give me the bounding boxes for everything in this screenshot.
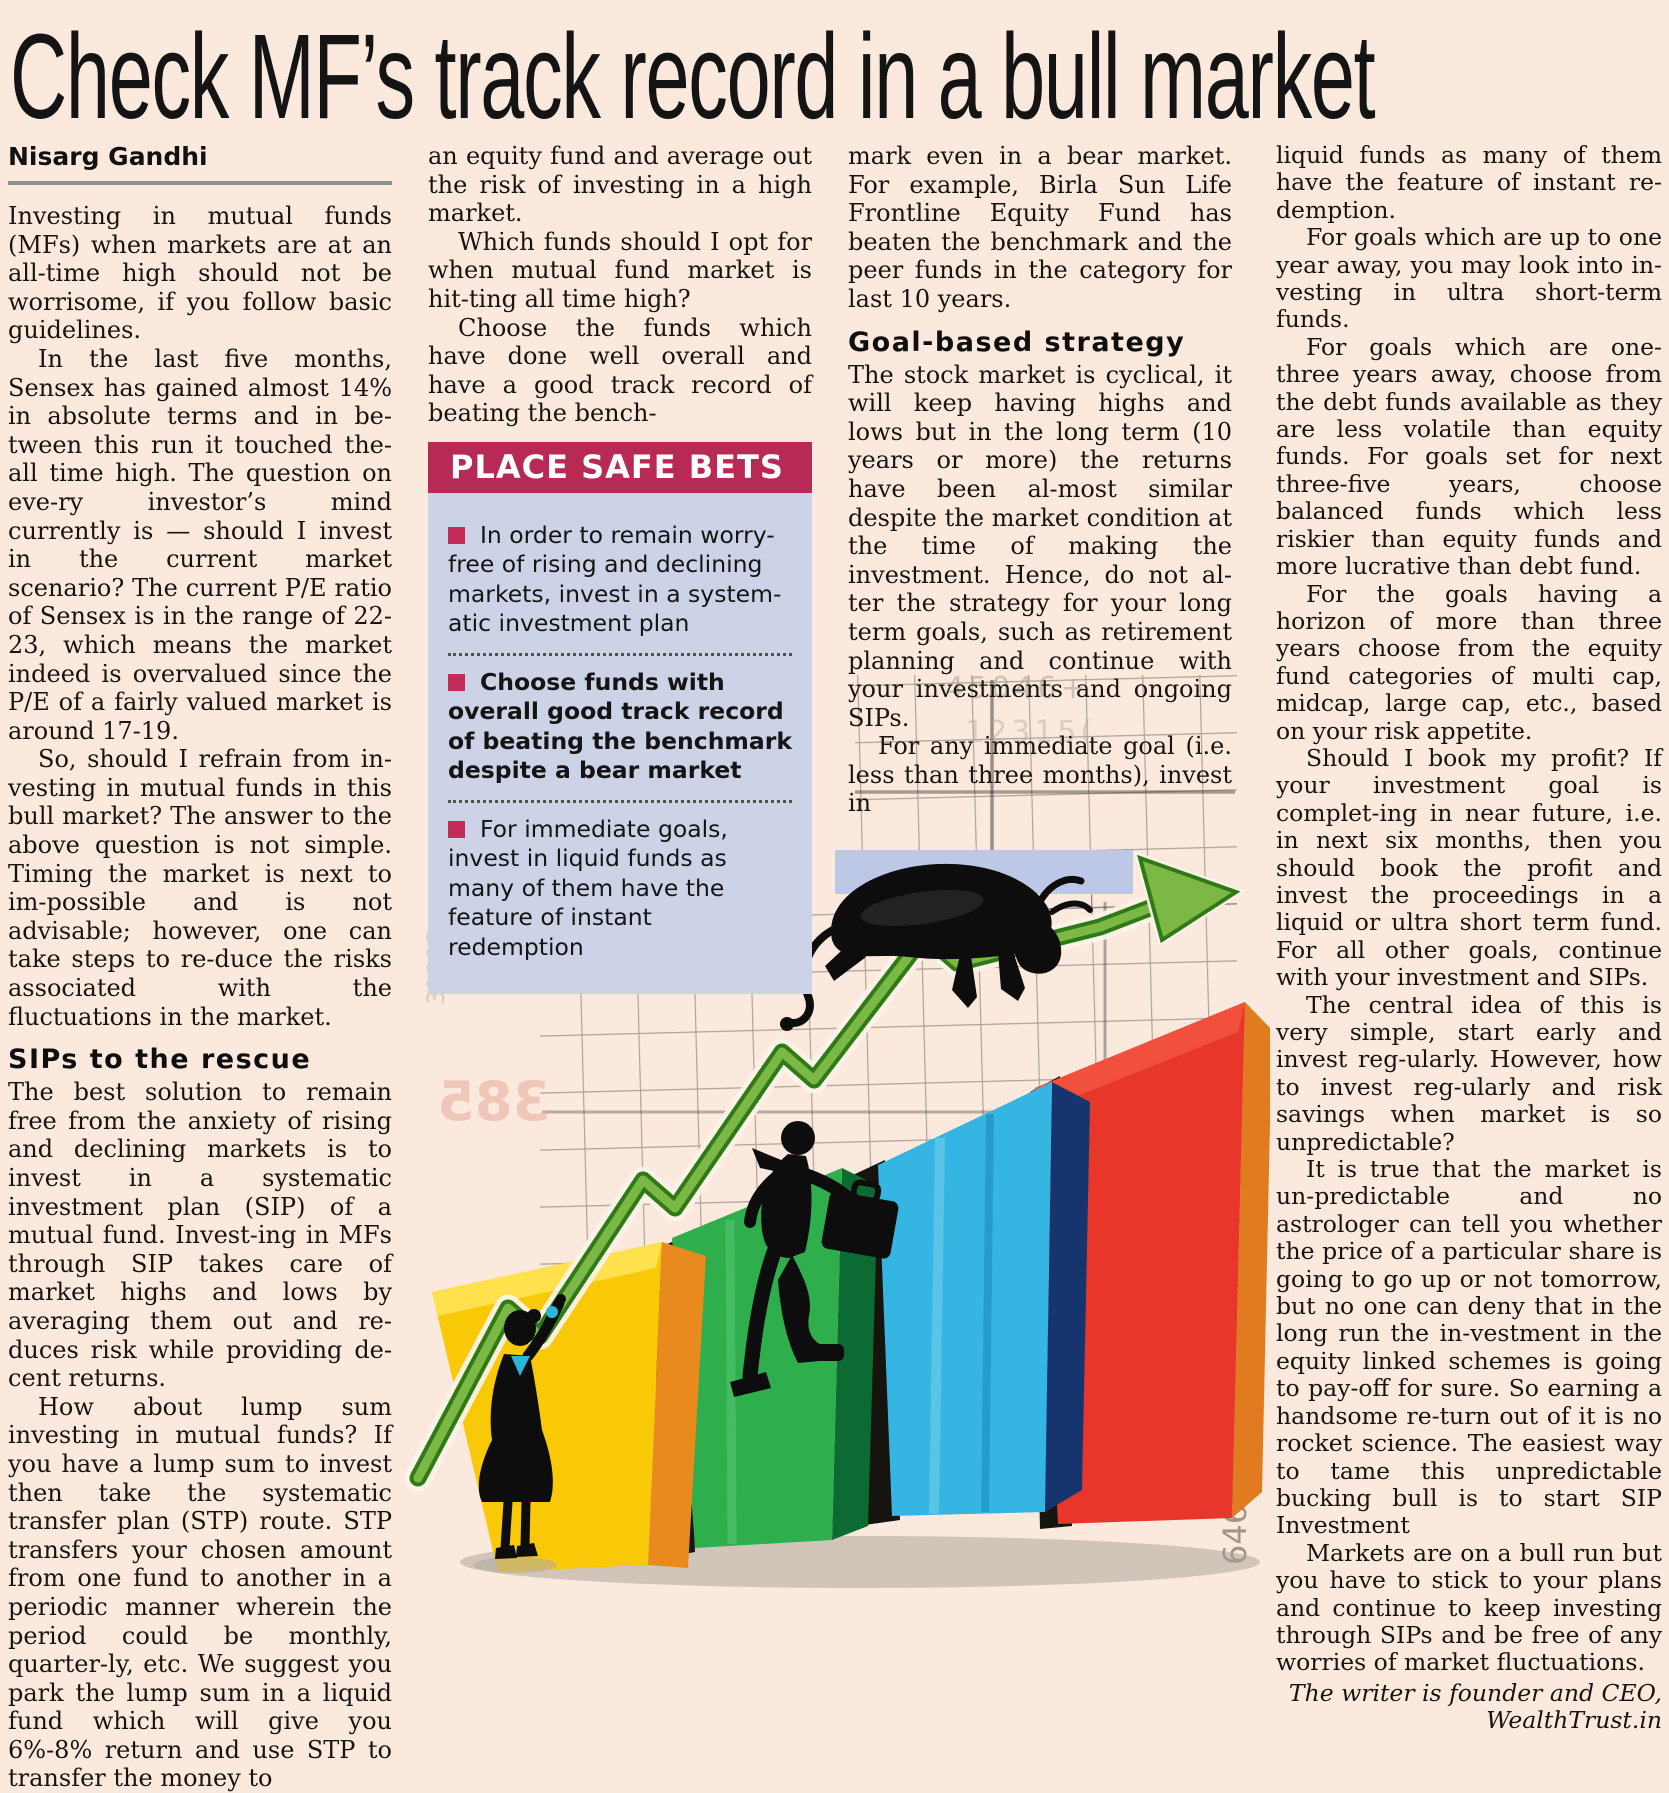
- paragraph: Markets are on a bull run but you have t…: [1276, 1538, 1662, 1677]
- paragraph: Investing in mutual funds (MFs) when mar…: [8, 202, 392, 345]
- byline-divider: [8, 181, 392, 185]
- paragraph: For the goals having a horizon of more t…: [1276, 579, 1662, 745]
- infobox-bullet-2: Choose funds with overall good track rec…: [448, 656, 792, 803]
- column-1: Nisarg Gandhi Investing in mutual funds …: [8, 142, 392, 1793]
- paragraph: In the last five months, Sensex has gain…: [8, 344, 392, 745]
- paragraph: The central idea of this is very simple,…: [1276, 990, 1662, 1156]
- section-heading-sips: SIPs to the rescue: [8, 1044, 312, 1076]
- bull-market-illustration: 45046+ 12315( 6466+5+5+6359+ 5+5 96+8 38…: [404, 671, 1270, 1588]
- woman-silhouette: [473, 1294, 566, 1573]
- section-heading-goal-based: Goal-based strategy: [848, 326, 1186, 358]
- headline: Check MF’s track record in a bull market: [10, 8, 1376, 144]
- faint-number: 12315(: [965, 715, 1096, 750]
- infobox-title: PLACE SAFE BETS: [428, 441, 812, 493]
- paragraph: For goals which are up to one year away,…: [1276, 223, 1662, 334]
- credit-line-1: The writer is founder and CEO,: [1288, 1678, 1662, 1707]
- bull-icon: [780, 863, 1093, 1031]
- credit-line-2: WealthTrust.in: [1486, 1706, 1662, 1735]
- paragraph: For goals which are one-three years away…: [1276, 332, 1662, 581]
- paragraph: mark even in a bear market. For example,…: [848, 142, 1232, 313]
- businessman-silhouette: [730, 1121, 899, 1397]
- byline: Nisarg Gandhi: [8, 142, 208, 171]
- paragraph: For any immediate goal (i.e. less than t…: [848, 732, 1232, 818]
- paragraph: an equity fund and average out the risk …: [428, 142, 812, 228]
- infobox-place-safe-bets: PLACE SAFE BETS In order to remain worry…: [428, 441, 812, 995]
- paragraph: The stock market is cyclical, it will ke…: [848, 360, 1232, 732]
- paragraph: It is true that the market is un-predict…: [1276, 1155, 1662, 1540]
- infobox-bullet-1: In order to remain worry-free of rising …: [448, 509, 792, 656]
- column-4: liquid funds as many of them have the fe…: [1276, 141, 1662, 1735]
- paragraph: The best solution to remain free from th…: [8, 1078, 392, 1393]
- column-2: an equity fund and average out the risk …: [428, 142, 812, 995]
- column-3: mark even in a bear market. For example,…: [848, 142, 1232, 818]
- faint-number: 45046+: [945, 671, 1090, 706]
- paragraph: Should I book my profit? If your investm…: [1276, 743, 1662, 992]
- infobox-body: In order to remain worry-free of rising …: [428, 492, 812, 995]
- infobox-bullet-3: For immediate goals, invest in liquid fu…: [448, 803, 792, 977]
- paragraph: Choose the funds which have done well ov…: [428, 313, 812, 428]
- paragraph: Which funds should I opt for when mutual…: [428, 227, 812, 313]
- paragraph: So, should I refrain from in-vesting in …: [8, 745, 392, 1031]
- paragraph: liquid funds as many of them have the fe…: [1276, 141, 1662, 224]
- faint-number-mirrored: 385: [437, 1070, 550, 1133]
- author-credit: The writer is founder and CEO, WealthTru…: [1276, 1678, 1662, 1735]
- paragraph: How about lump sum investing in mutual f…: [8, 1392, 392, 1793]
